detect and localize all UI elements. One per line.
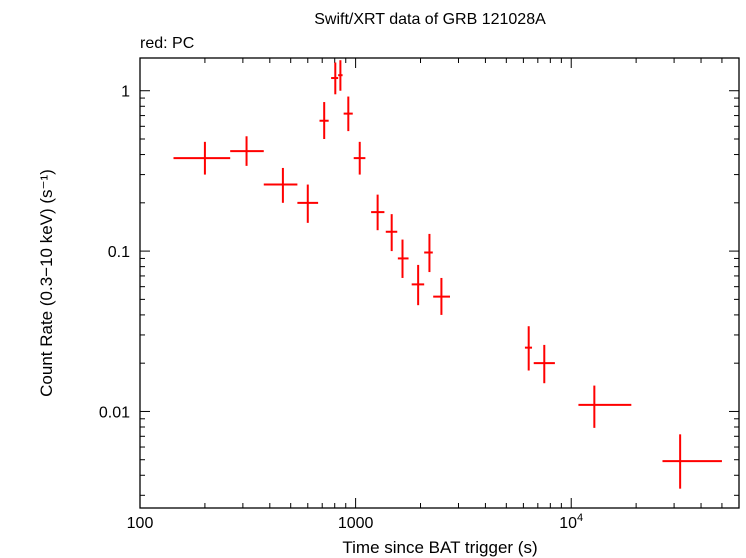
x-tick-label: 100 [127,515,154,532]
data-point [397,239,409,278]
data-point [263,167,298,203]
y-axis-label: Count Rate (0.3−10 keV) (s⁻¹) [37,169,56,397]
data-point [424,233,433,273]
axis-ticks [139,58,740,508]
data-point [411,264,425,306]
data-point [385,214,398,252]
data-point [319,102,329,140]
data-point [230,136,264,166]
data-point [331,62,339,95]
data-point [433,277,450,315]
data-point [343,96,353,132]
data-point [371,194,385,231]
y-tick-label: 0.01 [99,404,130,421]
data-point [297,184,319,223]
data-point [353,141,366,175]
y-tick-label: 0.1 [108,244,130,261]
data-point [662,434,722,489]
chart-title: Swift/XRT data of GRB 121028A [314,11,546,28]
y-tick-label: 1 [121,84,130,101]
x-tick-label: 104 [559,512,583,532]
mode-legend-note: red: PC [140,35,194,52]
plot-frame [139,57,740,509]
data-point [524,326,533,371]
data-point [338,60,343,91]
data-point [173,141,231,175]
x-tick-label: 1000 [338,515,374,532]
tick-labels: 100 1000 104 0.01 0.1 1 [99,84,583,532]
x-axis-label: Time since BAT trigger (s) [342,538,537,557]
data-points [173,60,722,489]
data-point [578,385,632,428]
data-point [533,344,555,384]
